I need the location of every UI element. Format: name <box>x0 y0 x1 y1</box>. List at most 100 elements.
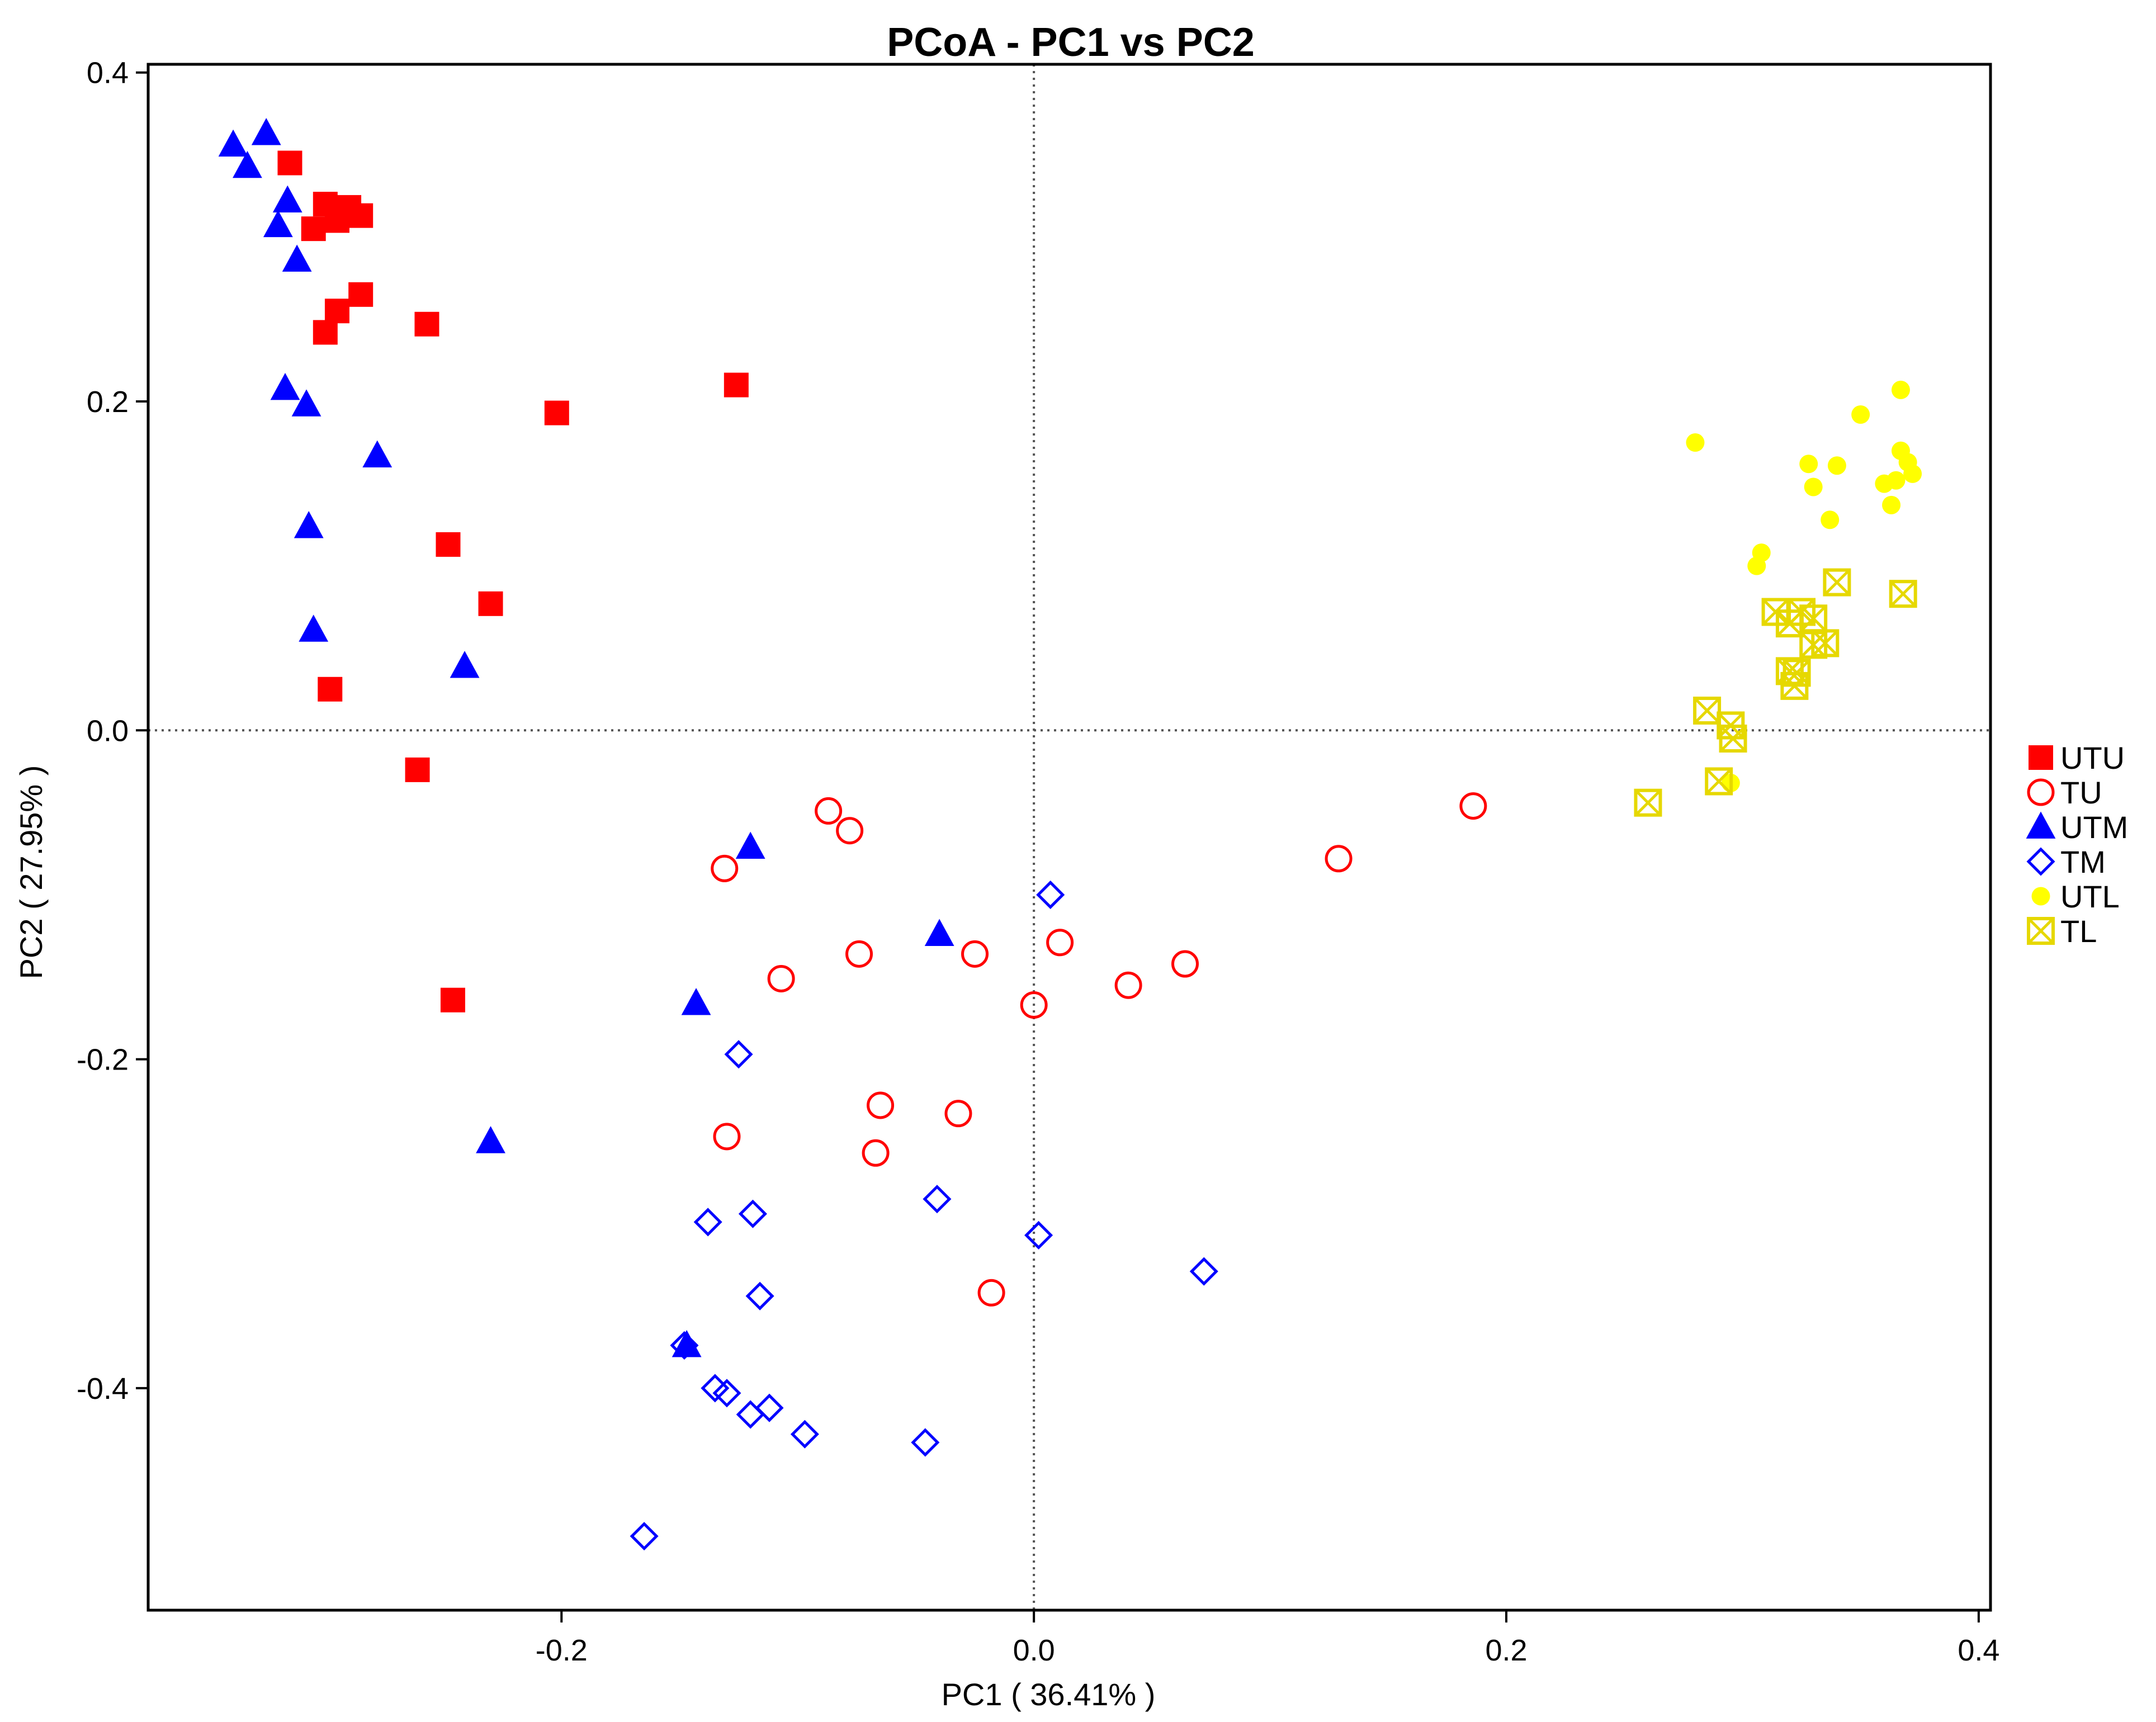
legend-item-tl: TL <box>2027 914 2097 949</box>
x-tick-label: 0.4 <box>1958 1634 1999 1667</box>
point-utm <box>263 210 293 238</box>
x-tick-label: 0.2 <box>1485 1634 1527 1667</box>
point-tm <box>1024 1220 1053 1250</box>
point-tl <box>1799 631 1828 659</box>
y-tick-label: 0.4 <box>87 56 129 90</box>
plot-frame <box>146 63 1992 1612</box>
point-utm <box>272 185 302 213</box>
point-utm <box>218 129 248 157</box>
point-utu <box>318 676 343 702</box>
point-tm <box>630 1522 659 1551</box>
point-tu <box>815 797 843 825</box>
point-utl <box>1875 474 1894 493</box>
point-tl <box>1719 725 1747 753</box>
point-utm <box>299 614 329 642</box>
point-utm <box>251 118 281 145</box>
point-tu <box>944 1100 972 1128</box>
point-utm <box>672 1330 702 1357</box>
point-tl <box>1823 568 1851 597</box>
point-tl <box>1889 580 1917 608</box>
point-utl <box>1804 477 1823 496</box>
legend-item-tm: TM <box>2026 844 2106 879</box>
point-utl <box>1903 464 1922 483</box>
point-tm <box>1036 880 1065 909</box>
point-tm <box>693 1208 722 1237</box>
legend-item-utl: UTL <box>2031 879 2120 914</box>
point-utl <box>1851 405 1870 424</box>
point-tm <box>911 1428 940 1457</box>
point-utm <box>282 244 312 272</box>
point-tu <box>713 1123 741 1151</box>
point-tm <box>745 1281 774 1311</box>
point-utm <box>681 988 711 1015</box>
point-utl <box>1882 495 1901 514</box>
y-axis-label: PC2 ( 27.95% ) <box>13 765 49 980</box>
series-tu <box>711 792 1487 1307</box>
point-utu <box>277 150 302 176</box>
point-utl <box>1827 456 1846 475</box>
legend-item-tu: TU <box>2027 775 2102 810</box>
series-tl <box>1634 568 1917 817</box>
point-utm <box>294 511 324 538</box>
y-tick-label: 0.0 <box>87 714 129 748</box>
legend-item-utm: UTM <box>2026 810 2128 845</box>
point-tl <box>1775 609 1804 638</box>
y-tick-label: -0.4 <box>77 1372 129 1406</box>
point-tu <box>845 940 873 968</box>
point-utu <box>440 987 465 1013</box>
point-tm <box>712 1379 741 1408</box>
point-utm <box>270 372 300 400</box>
series-utu <box>277 150 749 1013</box>
point-utu <box>478 591 503 616</box>
point-utm <box>735 831 765 859</box>
point-tl <box>1634 788 1662 817</box>
point-tu <box>711 854 739 882</box>
legend-label-tu: TU <box>2060 775 2102 810</box>
point-utm <box>291 389 321 417</box>
point-tm <box>738 1199 767 1228</box>
point-tu <box>867 1091 895 1119</box>
point-utu <box>724 372 749 398</box>
point-tm <box>755 1393 784 1422</box>
point-tl <box>1705 767 1733 796</box>
legend-label-utm: UTM <box>2060 810 2128 845</box>
point-tm <box>790 1420 819 1449</box>
point-utu <box>348 282 373 307</box>
legend-marker-utu <box>2029 745 2053 770</box>
point-utl <box>1686 433 1705 452</box>
point-tm <box>923 1185 952 1214</box>
axis-ticks: -0.2 0.0 0.2 0.4 -0.4 -0.2 0.0 0.2 0.4 <box>77 56 1999 1667</box>
point-utu <box>324 299 349 324</box>
point-tl <box>1780 671 1809 700</box>
point-tu <box>977 1279 1005 1307</box>
legend-marker-tm <box>2026 847 2055 876</box>
point-tu <box>836 817 864 845</box>
legend-item-utu: UTU <box>2029 740 2125 775</box>
reference-lines <box>148 64 1990 1610</box>
point-tu <box>862 1139 890 1167</box>
legend-marker-tl <box>2027 917 2055 945</box>
y-tick-label: 0.2 <box>87 385 129 419</box>
point-tm <box>1189 1257 1218 1286</box>
point-tu <box>1459 792 1487 820</box>
point-utl <box>1821 510 1840 529</box>
point-tu <box>1171 950 1199 978</box>
point-tm <box>670 1331 699 1360</box>
point-tu <box>961 940 989 968</box>
point-utm <box>924 919 954 946</box>
point-tu <box>1020 991 1048 1019</box>
point-utm <box>233 150 262 178</box>
x-tick-label: 0.0 <box>1013 1634 1055 1667</box>
point-utu <box>313 320 338 345</box>
legend-label-tm: TM <box>2060 844 2106 879</box>
y-tick-label: -0.2 <box>77 1043 129 1077</box>
point-tu <box>1114 971 1142 999</box>
series-utm <box>218 118 954 1357</box>
point-utu <box>405 757 430 782</box>
data-points <box>218 118 1922 1551</box>
point-tm <box>724 1040 753 1069</box>
point-tu <box>767 964 795 992</box>
legend-label-utu: UTU <box>2060 740 2125 775</box>
